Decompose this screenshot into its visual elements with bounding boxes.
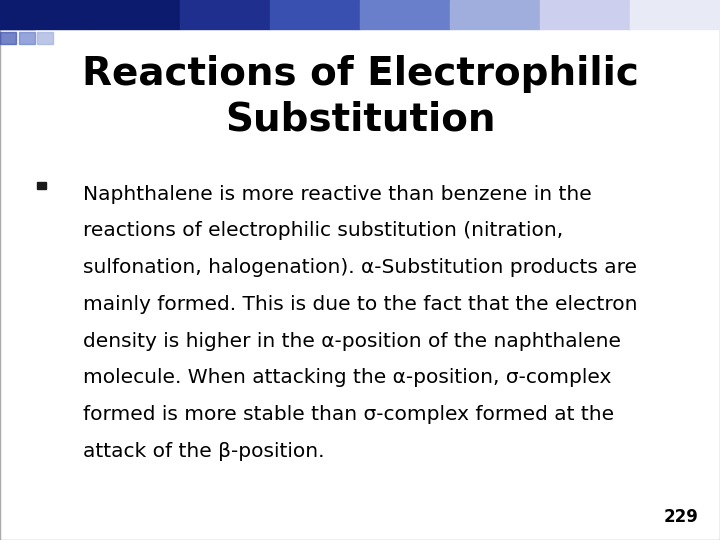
Bar [90, 0, 180, 29]
Text: 229: 229 [664, 509, 698, 526]
Bar [37, 32, 53, 44]
Bar [360, 0, 450, 29]
Bar [180, 0, 270, 29]
Text: reactions of electrophilic substitution (nitration,: reactions of electrophilic substitution … [83, 221, 563, 240]
Text: attack of the β-position.: attack of the β-position. [83, 442, 324, 461]
Text: molecule. When attacking the α-position, σ-complex: molecule. When attacking the α-position,… [83, 368, 611, 387]
Bar [0, 0, 35, 29]
Text: density is higher in the α-position of the naphthalene: density is higher in the α-position of t… [83, 332, 621, 350]
Bar [0, 0, 90, 29]
Text: Reactions of Electrophilic
Substitution: Reactions of Electrophilic Substitution [81, 56, 639, 139]
Bar [270, 0, 360, 29]
Bar [37, 182, 47, 189]
Text: mainly formed. This is due to the fact that the electron: mainly formed. This is due to the fact t… [83, 295, 637, 314]
Bar [0, 32, 16, 44]
Bar [19, 32, 35, 44]
Text: formed is more stable than σ-complex formed at the: formed is more stable than σ-complex for… [83, 405, 614, 424]
Bar [450, 0, 540, 29]
Bar [630, 0, 720, 29]
Bar [540, 0, 630, 29]
Text: Naphthalene is more reactive than benzene in the: Naphthalene is more reactive than benzen… [83, 185, 592, 204]
Text: sulfonation, halogenation). α-Substitution products are: sulfonation, halogenation). α-Substituti… [83, 258, 636, 277]
